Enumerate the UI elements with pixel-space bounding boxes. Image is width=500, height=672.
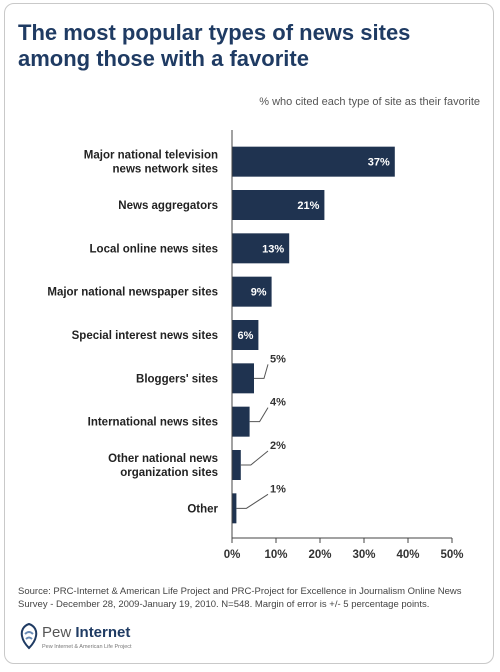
value-label-5: 5% [270,353,286,365]
value-label-6: 4% [270,397,286,409]
logo-tagline: Pew Internet & American Life Project [42,644,132,650]
logo-name-part1: Pew [42,624,76,641]
bar-8 [232,493,237,524]
bars-layer [232,146,395,524]
category-label-5: Bloggers' sites [136,373,218,385]
value-label-0: 37% [368,157,390,169]
source-note: Source: PRC-Internet & American Life Pro… [18,586,462,610]
bar-2 [232,233,290,264]
value-leader-8 [236,493,269,509]
value-label-7: 2% [270,440,286,452]
category-label-line: Local online news sites [90,243,218,255]
value-leader-6 [249,407,269,423]
category-label-line: Other [187,503,218,515]
category-label-line: Other national news [108,453,218,465]
x-axis: 0% 10% 20% 30% 40% 50% [224,130,464,561]
bar-4 [232,320,259,350]
bar-5 [232,363,254,394]
value-leader-7 [240,450,269,466]
value-label-1: 21% [297,200,319,212]
pew-internet-logo: Pew Internet Pew Internet & American Lif… [18,620,218,656]
x-tick-label-2: 20% [308,549,331,561]
x-tick-label-5: 50% [440,549,463,561]
x-tick-label-3: 30% [352,549,375,561]
category-label-line: Major national newspaper sites [47,287,218,299]
value-label-2: 13% [262,243,284,255]
category-label-line: Special interest news sites [72,330,218,342]
category-label-line: Bloggers' sites [136,373,218,385]
value-label-8: 1% [270,483,286,495]
logo-name: Pew Internet [42,624,130,641]
category-label-3: Major national newspaper sites [47,287,218,299]
category-label-4: Special interest news sites [72,330,218,342]
category-label-1: News aggregators [118,200,218,212]
x-tick-label-0: 0% [224,549,241,561]
value-label-3: 9% [251,287,267,299]
logo-name-part2: Internet [75,624,131,641]
pew-logo-icon [20,622,38,650]
chart-title: The most popular types of news sites amo… [18,20,411,71]
labels-layer: Major national television news network si… [47,150,390,516]
chart-subtitle: % who cited each type of site as their f… [259,96,480,108]
category-label-8: Other [187,503,218,515]
category-label-line: news network sites [113,164,218,176]
category-label-7: Other national news organization sites [108,453,218,479]
category-label-line: Major national television [84,150,218,162]
bar-7 [232,450,241,480]
category-label-line: International news sites [88,417,218,429]
bar-3 [232,276,272,307]
category-label-0: Major national television news network si… [84,150,218,176]
bar-0 [232,146,395,177]
x-tick-label-1: 10% [264,549,287,561]
category-label-2: Local online news sites [90,243,218,255]
x-tick-label-4: 40% [396,549,419,561]
category-label-6: International news sites [88,417,218,429]
bar-6 [232,406,250,437]
category-label-line: organization sites [120,467,218,479]
value-label-4: 6% [237,330,253,342]
bar-1 [232,190,325,220]
value-leader-5 [254,364,269,379]
category-label-line: News aggregators [118,200,218,212]
